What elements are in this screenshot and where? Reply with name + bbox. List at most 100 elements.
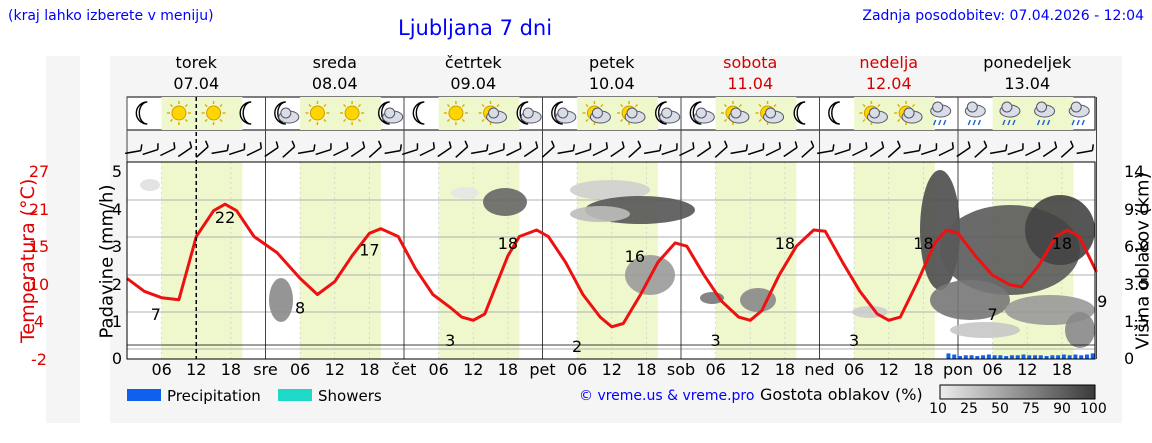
rain-drop [1007,119,1011,126]
x-hour-label: 12 [324,360,345,379]
density-scale-label: 75 [1022,401,1040,417]
wind-barb-shaft [177,146,192,158]
credit-link[interactable]: © vreme.us & vreme.pro [579,388,755,404]
wind-barb [974,140,988,158]
moon-crescent [689,101,702,125]
sun-ray [461,118,465,123]
temperature-label: 8 [295,299,305,318]
wind-barb-shaft [903,149,920,155]
wind-barb [384,144,403,155]
precipitation-bar [1021,354,1026,359]
x-hour-label: 12 [878,360,899,379]
wind-barb-shaft [974,146,988,158]
wind-barb [1007,143,1024,156]
x-hour-label: 18 [220,360,242,379]
sun-ray [585,118,589,123]
moon-cloud-icon [378,101,404,125]
wind-barb-shaft [368,146,382,158]
rain-drop [1076,119,1080,126]
wind-barb-flag [723,140,728,147]
wind-barb [730,144,749,155]
moon-cloud-icon [551,101,577,125]
day-name: ponedeljek [983,53,1072,72]
precipitation-bar [1073,354,1078,359]
sun-cloud-icon [894,101,923,125]
location-hint: (kraj lahko izberete v meniju) [8,8,214,24]
wind-barb-shaft [523,146,538,158]
cloud-puff [626,107,638,119]
temperature-label: 22 [215,208,235,227]
wind-barb [1060,140,1074,158]
wind-barb [246,142,263,157]
rain-drop [972,119,976,126]
day-date: 11.04 [727,74,774,93]
sun-ray [723,118,728,123]
sun-ray [620,118,624,123]
wind-barb-shaft [228,148,245,156]
moon-icon [135,101,148,125]
precipitation-bar [1079,355,1084,359]
sun-ray [738,103,742,108]
wind-barb-flag [692,142,695,149]
wind-barb-shaft [592,147,608,157]
temp-tick: 10 [28,275,50,294]
wind-barb [747,143,765,156]
sun-cloud-icon [859,101,888,125]
wind-barb-shaft [282,146,296,158]
sun-ray [481,118,485,123]
cloud-density-area [570,180,650,200]
wind-barb [903,144,922,155]
wind-barb-flag [399,144,403,151]
wind-barb [488,143,505,156]
temperature-label: 9 [1097,292,1107,311]
cloud-height-tick: 6.0 [1124,237,1150,256]
temperature-label: 18 [913,234,933,253]
wind-barb [177,141,193,158]
wind-barb-shaft [384,149,401,155]
precipitation-bar [1004,356,1009,359]
wind-barb-flag [621,141,625,148]
wind-barb [869,141,885,158]
wind-barb-shaft [1076,149,1093,155]
moon-icon [239,101,252,125]
last-update: Zadnja posodobitev: 07.04.2026 - 12:04 [862,8,1144,24]
sun-ray [343,103,347,108]
day-date: 09.04 [450,74,497,93]
precipitation-bar [1033,355,1038,359]
sun-ray [897,103,901,108]
wind-barb-shaft [661,148,678,156]
wind-barb-flag [291,140,296,147]
cloud-puff [695,107,707,119]
sun-icon [166,101,191,125]
cloud-puff [1001,101,1013,113]
wind-barb-flag [416,143,419,150]
wind-barb [801,140,815,158]
sun-ray [862,103,866,108]
showers-legend-label: Showers [318,387,382,405]
wind-barb [401,143,419,156]
wind-barb [195,140,209,158]
sun-ray [219,103,223,108]
temp-tick: 27 [28,162,50,181]
wind-barb-flag [1054,141,1058,148]
x-hour-label: 06 [843,360,865,379]
sun-disc [309,105,325,121]
moon-crescent [551,101,563,125]
wind-barb-shaft [989,149,1007,155]
sun-ray [600,103,604,108]
sun-ray [184,118,188,123]
wind-barb-shaft [852,147,868,157]
sun-ray [169,103,174,108]
cloud-height-tick: 1.5 [1124,312,1150,331]
precipitation-bar [969,355,974,359]
wind-barb-shaft [315,148,332,156]
precipitation-bar [1067,355,1072,359]
sun-ray [323,118,327,123]
sun-ray [773,103,777,108]
precip-tick: 0 [111,349,123,368]
precipitation-bar [946,353,951,359]
density-scale-label: 10 [929,401,947,417]
rain-drop [1036,119,1041,126]
wind-barb [124,144,143,155]
